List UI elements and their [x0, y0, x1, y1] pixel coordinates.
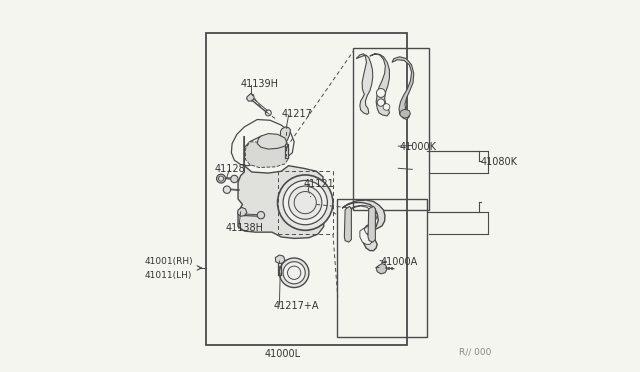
Circle shape — [223, 186, 230, 193]
Polygon shape — [349, 205, 377, 244]
Circle shape — [257, 211, 264, 219]
Text: 41000A: 41000A — [381, 257, 418, 267]
Polygon shape — [275, 255, 285, 263]
Polygon shape — [257, 134, 287, 149]
Bar — [353, 48, 429, 210]
Text: 41128: 41128 — [215, 164, 246, 174]
Polygon shape — [344, 206, 351, 242]
Polygon shape — [356, 54, 372, 114]
Polygon shape — [376, 263, 387, 274]
Text: 41000K: 41000K — [399, 142, 436, 152]
Polygon shape — [237, 208, 247, 216]
Polygon shape — [392, 57, 414, 119]
Polygon shape — [400, 109, 410, 118]
Bar — [337, 199, 427, 337]
Text: 41139H: 41139H — [241, 80, 278, 89]
Circle shape — [278, 175, 333, 230]
Text: 41138H: 41138H — [226, 224, 264, 234]
Circle shape — [383, 104, 390, 110]
Polygon shape — [368, 206, 376, 242]
Polygon shape — [238, 136, 324, 238]
Polygon shape — [246, 94, 254, 101]
Polygon shape — [342, 200, 385, 251]
Polygon shape — [245, 142, 289, 167]
Circle shape — [283, 180, 328, 225]
Text: 41011(LH): 41011(LH) — [145, 271, 192, 280]
Circle shape — [230, 175, 238, 183]
Text: R∕∕ 000: R∕∕ 000 — [460, 347, 492, 357]
Bar — [205, 33, 407, 345]
Text: 41080K: 41080K — [481, 157, 518, 167]
Polygon shape — [280, 127, 291, 144]
Polygon shape — [244, 136, 289, 162]
Polygon shape — [232, 119, 294, 166]
Text: 41000L: 41000L — [265, 349, 301, 359]
Polygon shape — [370, 54, 389, 116]
Text: 41121: 41121 — [303, 179, 334, 189]
Text: 41217+A: 41217+A — [274, 301, 319, 311]
Text: 41217: 41217 — [281, 109, 312, 119]
Circle shape — [376, 89, 385, 97]
Circle shape — [289, 186, 322, 219]
Circle shape — [377, 99, 385, 106]
Circle shape — [280, 258, 309, 288]
Circle shape — [216, 174, 225, 183]
Text: 41001(RH): 41001(RH) — [145, 257, 193, 266]
Circle shape — [283, 262, 305, 284]
